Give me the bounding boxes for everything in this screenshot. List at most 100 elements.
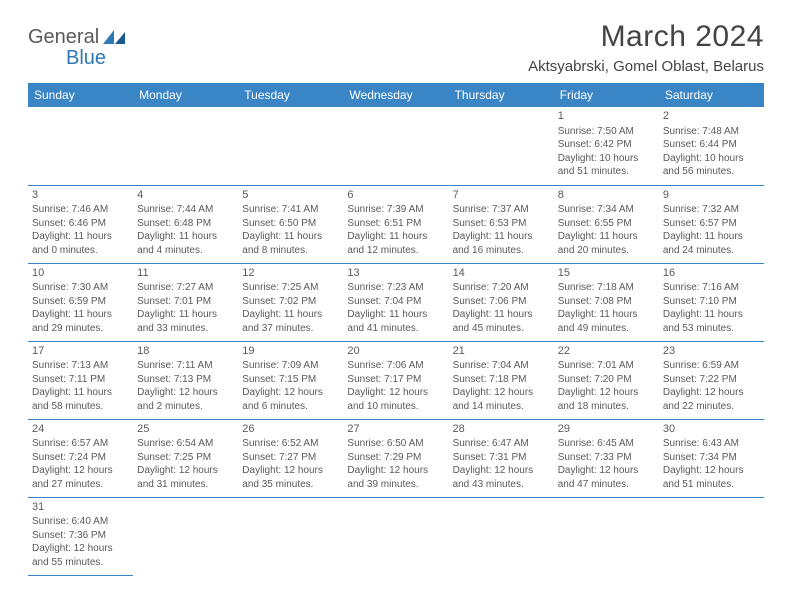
day-info-sunset: Sunset: 7:22 PM — [663, 373, 760, 387]
day-info-sunset: Sunset: 7:13 PM — [137, 373, 234, 387]
day-info-daylight1: Daylight: 12 hours — [347, 386, 444, 400]
day-info-daylight1: Daylight: 11 hours — [242, 230, 339, 244]
day-info-sunset: Sunset: 6:50 PM — [242, 217, 339, 231]
day-info-sunset: Sunset: 6:48 PM — [137, 217, 234, 231]
calendar-cell-empty — [238, 497, 343, 575]
day-info-daylight2: and 10 minutes. — [347, 400, 444, 414]
calendar-cell: 16Sunrise: 7:16 AMSunset: 7:10 PMDayligh… — [659, 263, 764, 341]
day-info-sunset: Sunset: 7:20 PM — [558, 373, 655, 387]
day-info-daylight1: Daylight: 12 hours — [663, 386, 760, 400]
calendar-cell: 25Sunrise: 6:54 AMSunset: 7:25 PMDayligh… — [133, 419, 238, 497]
day-info-sunrise: Sunrise: 7:23 AM — [347, 281, 444, 295]
day-info-sunset: Sunset: 6:53 PM — [453, 217, 550, 231]
day-info-daylight2: and 20 minutes. — [558, 244, 655, 258]
day-info-sunset: Sunset: 7:04 PM — [347, 295, 444, 309]
day-info-daylight2: and 37 minutes. — [242, 322, 339, 336]
day-number: 18 — [137, 344, 234, 359]
month-title: March 2024 — [528, 20, 764, 54]
day-info-sunset: Sunset: 6:55 PM — [558, 217, 655, 231]
day-info-sunrise: Sunrise: 7:27 AM — [137, 281, 234, 295]
day-info-sunset: Sunset: 7:36 PM — [32, 529, 129, 543]
day-number: 13 — [347, 266, 444, 281]
day-info-daylight1: Daylight: 12 hours — [137, 386, 234, 400]
day-info-daylight2: and 41 minutes. — [347, 322, 444, 336]
day-number: 19 — [242, 344, 339, 359]
calendar-cell: 2Sunrise: 7:48 AMSunset: 6:44 PMDaylight… — [659, 107, 764, 185]
calendar-cell-empty — [449, 497, 554, 575]
day-info-daylight1: Daylight: 10 hours — [558, 152, 655, 166]
day-number: 11 — [137, 266, 234, 281]
calendar-cell: 23Sunrise: 6:59 AMSunset: 7:22 PMDayligh… — [659, 341, 764, 419]
day-number: 17 — [32, 344, 129, 359]
day-info-daylight1: Daylight: 11 hours — [137, 308, 234, 322]
calendar-cell: 20Sunrise: 7:06 AMSunset: 7:17 PMDayligh… — [343, 341, 448, 419]
calendar-row: 3Sunrise: 7:46 AMSunset: 6:46 PM Daylight… — [28, 185, 764, 263]
logo-text-general: General — [28, 26, 99, 49]
day-number: 3 — [32, 188, 129, 203]
calendar-cell: 12Sunrise: 7:25 AMSunset: 7:02 PMDayligh… — [238, 263, 343, 341]
calendar-cell: 11Sunrise: 7:27 AMSunset: 7:01 PMDayligh… — [133, 263, 238, 341]
calendar-row: 24Sunrise: 6:57 AMSunset: 7:24 PMDayligh… — [28, 419, 764, 497]
day-number: 27 — [347, 422, 444, 437]
day-info-sunset: Sunset: 7:29 PM — [347, 451, 444, 465]
calendar-table: SundayMondayTuesdayWednesdayThursdayFrid… — [28, 83, 764, 576]
day-info-sunrise: Sunrise: 7:13 AM — [32, 359, 129, 373]
calendar-cell: 26Sunrise: 6:52 AMSunset: 7:27 PMDayligh… — [238, 419, 343, 497]
calendar-cell: 9Sunrise: 7:32 AMSunset: 6:57 PMDaylight… — [659, 185, 764, 263]
day-info-daylight2: and 2 minutes. — [137, 400, 234, 414]
calendar-cell: 5Sunrise: 7:41 AMSunset: 6:50 PMDaylight… — [238, 185, 343, 263]
day-info-sunrise: Sunrise: 7:20 AM — [453, 281, 550, 295]
day-number: 24 — [32, 422, 129, 437]
day-info-sunrise: Sunrise: 7:50 AM — [558, 125, 655, 139]
weekday-header: Saturday — [659, 83, 764, 107]
day-info-sunset: Sunset: 7:11 PM — [32, 373, 129, 387]
day-number: 28 — [453, 422, 550, 437]
day-info-sunset: Sunset: 6:46 PM — [32, 217, 129, 231]
calendar-cell: 27Sunrise: 6:50 AMSunset: 7:29 PMDayligh… — [343, 419, 448, 497]
day-info-daylight1: Daylight: 12 hours — [242, 464, 339, 478]
day-info-daylight2: and 24 minutes. — [663, 244, 760, 258]
weekday-header: Friday — [554, 83, 659, 107]
weekday-header: Wednesday — [343, 83, 448, 107]
day-number: 2 — [663, 109, 760, 124]
day-info-sunset: Sunset: 6:59 PM — [32, 295, 129, 309]
calendar-cell-empty — [133, 107, 238, 185]
day-info-sunset: Sunset: 7:08 PM — [558, 295, 655, 309]
day-info-daylight2: and 8 minutes. — [242, 244, 339, 258]
weekday-header: Monday — [133, 83, 238, 107]
day-info-sunrise: Sunrise: 7:11 AM — [137, 359, 234, 373]
day-info-sunset: Sunset: 7:15 PM — [242, 373, 339, 387]
day-info-daylight1: Daylight: 12 hours — [558, 464, 655, 478]
day-info-daylight2: and 39 minutes. — [347, 478, 444, 492]
day-info-daylight1: Daylight: 10 hours — [663, 152, 760, 166]
day-info-daylight2: and 18 minutes. — [558, 400, 655, 414]
day-info-daylight1: Daylight: 11 hours — [32, 308, 129, 322]
day-info-daylight1: Daylight: 12 hours — [663, 464, 760, 478]
day-info-daylight1: Daylight: 11 hours — [137, 230, 234, 244]
calendar-cell: 21Sunrise: 7:04 AMSunset: 7:18 PMDayligh… — [449, 341, 554, 419]
day-info-daylight2: and 4 minutes. — [137, 244, 234, 258]
day-info-sunset: Sunset: 7:24 PM — [32, 451, 129, 465]
day-info-daylight2: and 33 minutes. — [137, 322, 234, 336]
day-info-sunrise: Sunrise: 7:18 AM — [558, 281, 655, 295]
day-info-sunrise: Sunrise: 7:46 AM — [32, 203, 129, 217]
day-info-daylight2: and 43 minutes. — [453, 478, 550, 492]
calendar-cell: 15Sunrise: 7:18 AMSunset: 7:08 PMDayligh… — [554, 263, 659, 341]
day-info-daylight2: and 14 minutes. — [453, 400, 550, 414]
day-info-sunrise: Sunrise: 7:16 AM — [663, 281, 760, 295]
day-info-sunrise: Sunrise: 7:30 AM — [32, 281, 129, 295]
calendar-cell-empty — [554, 497, 659, 575]
calendar-row: 17Sunrise: 7:13 AMSunset: 7:11 PM Dayligh… — [28, 341, 764, 419]
day-info-daylight2: and 6 minutes. — [242, 400, 339, 414]
day-info-daylight2: and 12 minutes. — [347, 244, 444, 258]
calendar-cell-empty — [343, 107, 448, 185]
calendar-row: 31Sunrise: 6:40 AMSunset: 7:36 PMDayligh… — [28, 497, 764, 575]
day-info-sunrise: Sunrise: 7:09 AM — [242, 359, 339, 373]
day-info-daylight1: Daylight: 12 hours — [453, 386, 550, 400]
day-info-daylight1: Daylight: 11 hours — [453, 230, 550, 244]
calendar-cell: 22Sunrise: 7:01 AMSunset: 7:20 PMDayligh… — [554, 341, 659, 419]
weekday-header: Tuesday — [238, 83, 343, 107]
day-number: 12 — [242, 266, 339, 281]
day-number: 25 — [137, 422, 234, 437]
day-info-daylight2: and 51 minutes. — [558, 165, 655, 179]
